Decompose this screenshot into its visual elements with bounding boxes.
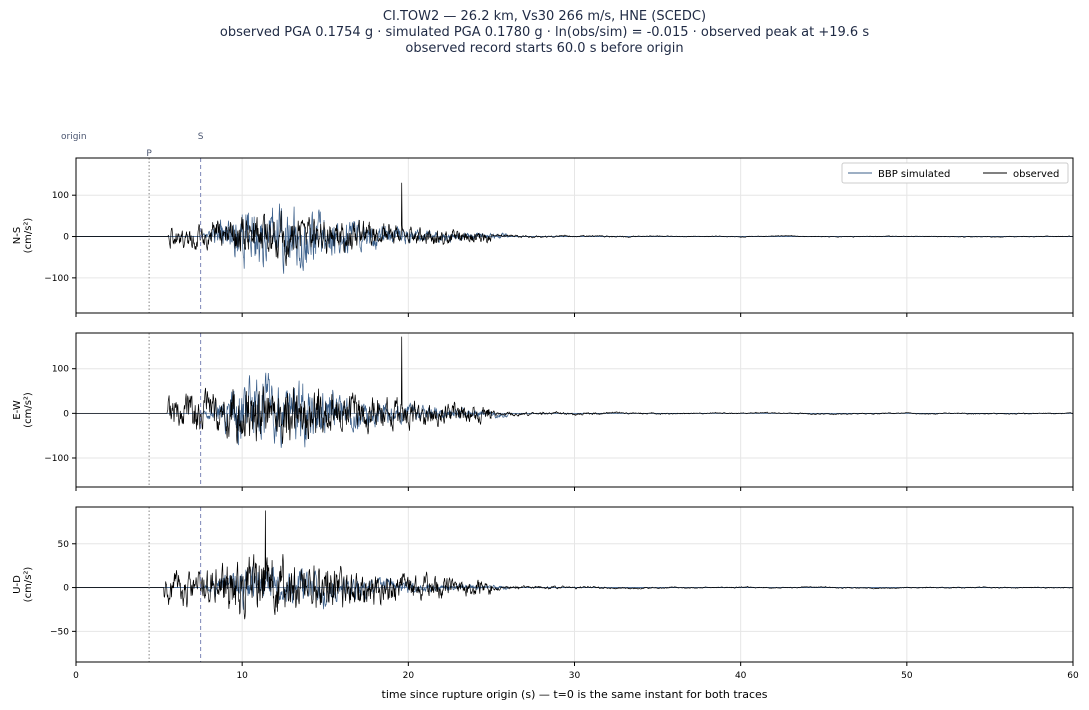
y-tick-label: 50 xyxy=(58,540,70,550)
x-tick-label: 60 xyxy=(1067,671,1079,681)
p-arrival-label: P xyxy=(146,149,152,159)
legend-label-simulated: BBP simulated xyxy=(878,169,950,180)
trace-observed-n-s xyxy=(76,182,1074,266)
y-axis-label-line: N-S xyxy=(12,227,23,244)
x-tick-label: 10 xyxy=(236,671,248,681)
y-axis-label-line: (cm/s²) xyxy=(23,218,34,254)
x-tick-label: 30 xyxy=(569,671,581,681)
x-tick-label: 40 xyxy=(735,671,747,681)
y-tick-label: 100 xyxy=(52,191,69,201)
y-tick-label: −100 xyxy=(44,454,69,464)
title-line-3: observed record starts 60.0 s before ori… xyxy=(405,41,684,56)
y-axis-label-line: (cm/s²) xyxy=(23,392,34,428)
s-arrival-label: S xyxy=(198,132,204,142)
trace-observed-e-w xyxy=(76,336,1074,444)
origin-label: origin xyxy=(61,132,87,142)
panel-e-w: −100 0 100 E-W(cm/s²) xyxy=(12,332,1074,491)
y-tick-label: 100 xyxy=(52,365,69,375)
y-axis-label-line: U-D xyxy=(12,575,23,594)
y-tick-label: −100 xyxy=(44,274,69,284)
legend: BBP simulated observed xyxy=(841,162,1069,184)
panel-n-s: −100 0 100 N-S(cm/s²) BBP simulated observed xyxy=(12,157,1074,317)
x-tick-label: 20 xyxy=(403,671,415,681)
title-line-2: observed PGA 0.1754 g · simulated PGA 0.… xyxy=(219,25,870,40)
x-axis-label: time since rupture origin (s) — t=0 is t… xyxy=(382,688,768,701)
title-line-1: CI.TOW2 — 26.2 km, Vs30 266 m/s, HNE (SC… xyxy=(382,9,707,24)
x-tick-label: 0 xyxy=(73,671,79,681)
trace-observed-u-d xyxy=(76,510,1073,620)
y-axis-label: N-S(cm/s²) xyxy=(12,218,34,254)
y-axis-label-line: E-W xyxy=(12,400,23,420)
y-axis-label: U-D(cm/s²) xyxy=(12,567,34,603)
y-axis-label: E-W(cm/s²) xyxy=(12,392,34,428)
legend-label-observed: observed xyxy=(1013,169,1059,180)
panel-u-d: −50 0 50 U-D(cm/s²) 0 10 20 30 40 50 60 time since … xyxy=(12,506,1079,701)
x-tick-label: 50 xyxy=(901,671,913,681)
legend-box xyxy=(841,162,1069,184)
y-tick-label: 0 xyxy=(63,409,69,419)
y-tick-label: 0 xyxy=(63,584,69,594)
y-tick-label: −50 xyxy=(50,627,69,637)
y-axis-label-line: (cm/s²) xyxy=(23,567,34,603)
y-tick-label: 0 xyxy=(63,233,69,243)
